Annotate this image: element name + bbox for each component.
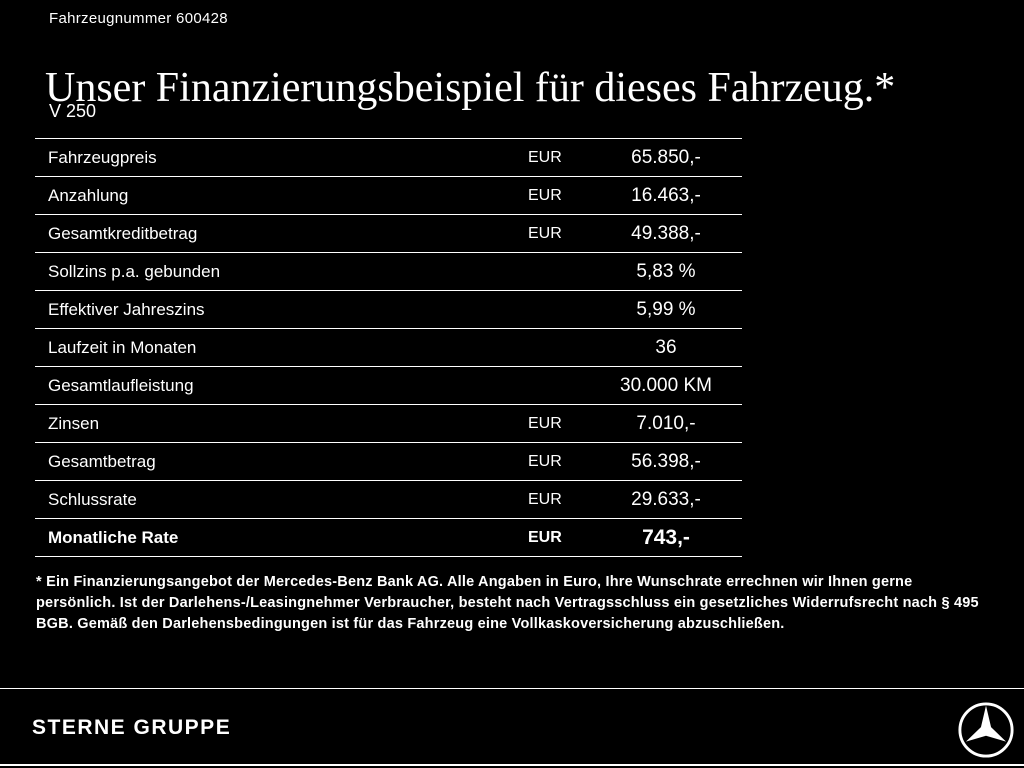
footer-divider bbox=[0, 688, 1024, 689]
vehicle-number: Fahrzeugnummer 600428 bbox=[49, 10, 228, 27]
mercedes-star-icon bbox=[957, 701, 1015, 759]
row-currency: EUR bbox=[528, 224, 562, 242]
row-label: Monatliche Rate bbox=[48, 527, 179, 547]
row-label: Schlussrate bbox=[48, 489, 137, 509]
row-label: Anzahlung bbox=[48, 185, 129, 205]
row-value: 7.010,- bbox=[636, 412, 696, 434]
row-value: 5,83 % bbox=[636, 260, 696, 282]
table-row: Gesamtlaufleistung 30.000 KM bbox=[35, 367, 742, 405]
row-label: Gesamtkreditbetrag bbox=[48, 223, 198, 243]
table-row-monthly-rate: Monatliche Rate EUR 743,- bbox=[35, 519, 742, 557]
row-value: 743,- bbox=[642, 525, 690, 549]
financing-table: Fahrzeugpreis EUR 65.850,- Anzahlung EUR… bbox=[35, 138, 742, 557]
vehicle-model: V 250 bbox=[49, 101, 97, 121]
financing-disclaimer: * Ein Finanzierungsangebot der Mercedes-… bbox=[36, 574, 979, 632]
table-row: Gesamtkreditbetrag EUR 49.388,- bbox=[35, 215, 742, 253]
table-row: Gesamtbetrag EUR 56.398,- bbox=[35, 443, 742, 481]
row-label: Sollzins p.a. gebunden bbox=[48, 261, 221, 281]
row-currency: EUR bbox=[528, 490, 562, 508]
row-value: 30.000 KM bbox=[620, 374, 712, 396]
row-label: Fahrzeugpreis bbox=[48, 147, 157, 167]
table-row: Anzahlung EUR 16.463,- bbox=[35, 177, 742, 215]
row-currency: EUR bbox=[528, 414, 562, 432]
row-value: 29.633,- bbox=[631, 488, 701, 510]
row-label: Gesamtlaufleistung bbox=[48, 375, 194, 395]
row-value: 49.388,- bbox=[631, 222, 701, 244]
table-row: Zinsen EUR 7.010,- bbox=[35, 405, 742, 443]
table-row: Effektiver Jahreszins 5,99 % bbox=[35, 291, 742, 329]
table-row: Fahrzeugpreis EUR 65.850,- bbox=[35, 139, 742, 177]
row-value: 16.463,- bbox=[631, 184, 701, 206]
row-value: 5,99 % bbox=[636, 298, 696, 320]
page-title: Unser Finanzierungsbeispiel für dieses F… bbox=[45, 65, 896, 112]
row-label: Gesamtbetrag bbox=[48, 451, 156, 471]
row-currency: EUR bbox=[528, 186, 562, 204]
dealer-brand: STERNE GRUPPE bbox=[32, 716, 232, 739]
row-currency: EUR bbox=[528, 148, 562, 166]
row-label: Laufzeit in Monaten bbox=[48, 337, 197, 357]
row-label: Effektiver Jahreszins bbox=[48, 299, 205, 319]
table-row: Sollzins p.a. gebunden 5,83 % bbox=[35, 253, 742, 291]
row-value: 56.398,- bbox=[631, 450, 701, 472]
row-value: 65.850,- bbox=[631, 146, 701, 168]
table-row: Laufzeit in Monaten 36 bbox=[35, 329, 742, 367]
row-currency: EUR bbox=[528, 452, 562, 470]
row-value: 36 bbox=[655, 336, 677, 358]
row-currency: EUR bbox=[528, 528, 562, 546]
row-label: Zinsen bbox=[48, 413, 100, 433]
bottom-divider bbox=[0, 764, 1024, 766]
table-row: Schlussrate EUR 29.633,- bbox=[35, 481, 742, 519]
